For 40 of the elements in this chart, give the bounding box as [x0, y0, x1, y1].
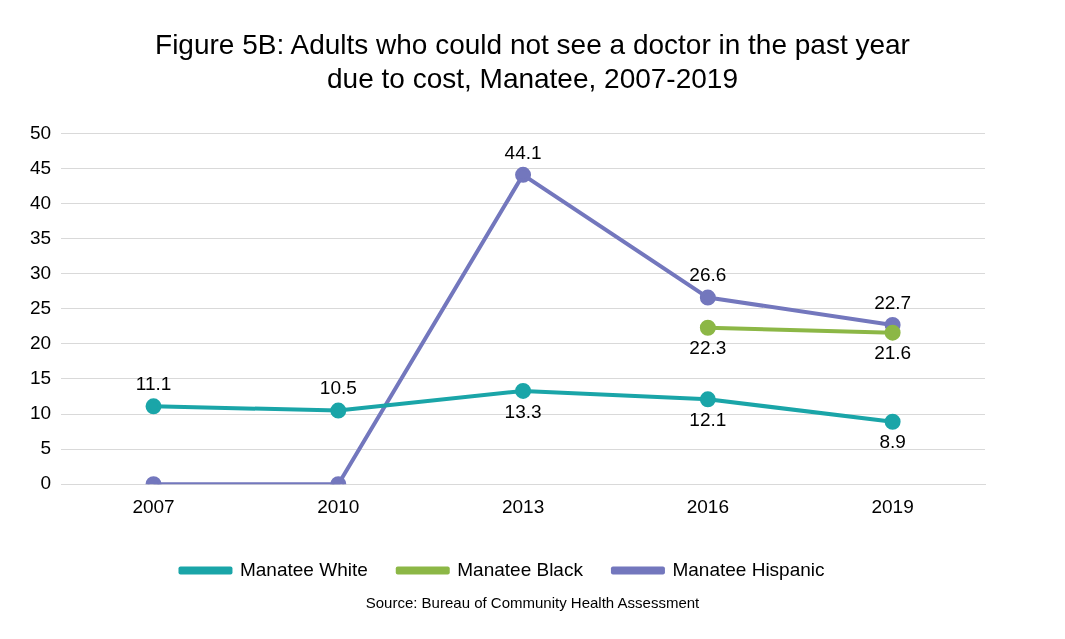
- y-tick-label: 35: [29, 226, 52, 248]
- y-tick-label: 40: [29, 191, 52, 213]
- y-tick-label: 20: [29, 332, 52, 354]
- y-tick-label: 30: [29, 261, 52, 283]
- legend-label: Manatee Hispanic: [672, 558, 825, 580]
- x-tick-label: 2013: [501, 495, 545, 517]
- point: [515, 382, 532, 399]
- y-tick-label: 0: [40, 472, 52, 494]
- chart-title: Figure 5B: Adults who could not see a doctor in the past year due to cost, Manatee, 2007-2019: [154, 28, 911, 96]
- point: [330, 402, 347, 419]
- y-tick-label: 50: [29, 121, 52, 143]
- point: [884, 413, 901, 430]
- data-label: 22.7: [874, 291, 912, 313]
- point: [145, 398, 162, 415]
- data-label: 26.6: [689, 264, 727, 286]
- data-label: 21.6: [874, 342, 912, 364]
- point: [699, 391, 716, 408]
- data-label: 22.3: [689, 337, 727, 359]
- data-label: 12.1: [689, 409, 727, 431]
- x-tick-label: 2010: [317, 495, 360, 517]
- data-label: 10.5: [319, 377, 357, 399]
- x-tick-label: 2019: [871, 495, 914, 517]
- legend-label: Manatee White: [239, 558, 368, 580]
- legend-label: Manatee Black: [457, 558, 584, 580]
- y-tick-label: 25: [29, 297, 52, 319]
- data-label: 11.1: [135, 373, 172, 395]
- x-tick-label: 2007: [132, 495, 175, 517]
- data-label: 8.9: [879, 431, 906, 453]
- y-tick-label: 15: [29, 367, 52, 389]
- source-note: Source: Bureau of Community Health Assessment: [364, 594, 701, 611]
- point: [884, 324, 901, 341]
- point: [515, 166, 532, 183]
- point: [699, 289, 716, 306]
- data-label: 44.1: [504, 141, 542, 163]
- x-tick-label: 2016: [686, 495, 729, 517]
- y-tick-label: 45: [29, 156, 52, 178]
- y-tick-label: 10: [29, 402, 52, 424]
- point: [699, 319, 716, 336]
- y-tick-label: 5: [40, 437, 52, 459]
- data-label: 13.3: [504, 400, 542, 422]
